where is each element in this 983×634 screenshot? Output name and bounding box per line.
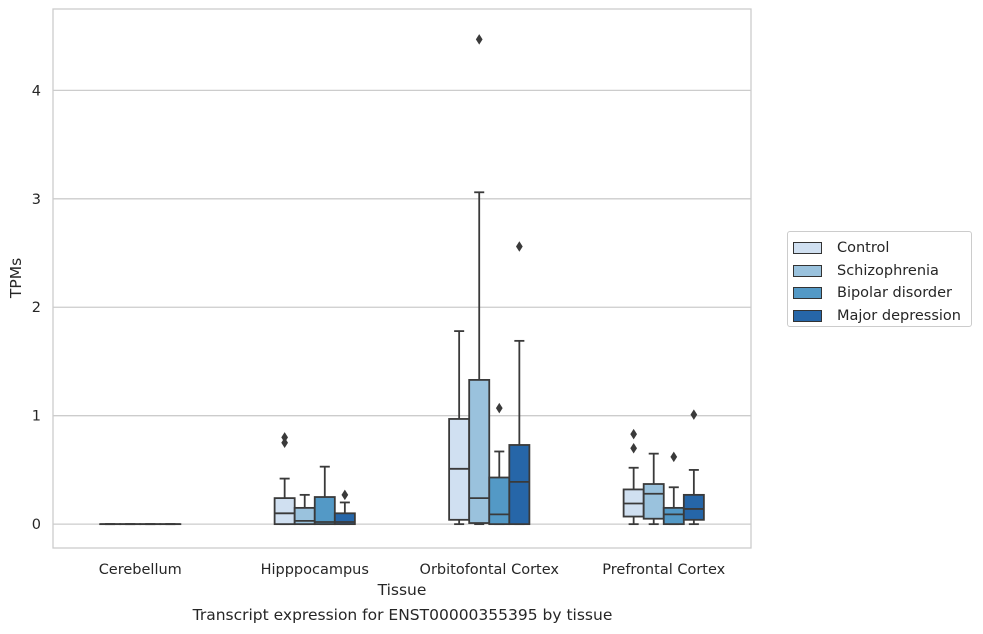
x-tick-label: Hipppocampus bbox=[261, 562, 369, 578]
outlier-point bbox=[630, 428, 638, 440]
box-iqr bbox=[682, 493, 705, 521]
outlier-point bbox=[670, 451, 678, 463]
box-major-depression bbox=[682, 409, 705, 526]
outlier-point bbox=[495, 402, 503, 414]
chart-caption: Transcript expression for ENST0000035539… bbox=[192, 606, 613, 624]
x-tick-label: Prefrontal Cortex bbox=[602, 562, 725, 578]
box-major-depression bbox=[508, 241, 531, 526]
outlier-point bbox=[630, 442, 638, 454]
plot-frame bbox=[52, 8, 752, 549]
outlier-point bbox=[281, 432, 289, 443]
legend-label: Control bbox=[837, 240, 890, 257]
box-iqr bbox=[273, 497, 296, 526]
x-tick-labels: Cerebellum Hipppocampus Orbitofontal Corte… bbox=[99, 562, 726, 578]
legend-item: Schizophrenia bbox=[793, 260, 971, 283]
box-iqr bbox=[313, 496, 336, 526]
box-control bbox=[273, 432, 296, 526]
box-iqr bbox=[333, 512, 356, 526]
box-iqr bbox=[662, 506, 685, 526]
y-tick-label: 2 bbox=[32, 300, 41, 316]
box-bipolar-disorder bbox=[488, 402, 511, 526]
legend-label: Major depression bbox=[837, 307, 961, 324]
legend-label: Bipolar disorder bbox=[837, 285, 952, 302]
y-tick-labels: 0 1 2 3 4 bbox=[32, 83, 41, 533]
legend-item: Control bbox=[793, 237, 971, 260]
legend: Control Schizophrenia Bipolar disorder Majo… bbox=[787, 231, 972, 327]
box-layer bbox=[99, 34, 705, 526]
legend-swatch bbox=[793, 287, 822, 300]
box-iqr bbox=[508, 444, 531, 526]
outlier-point bbox=[690, 409, 698, 420]
outlier-point bbox=[515, 241, 523, 252]
x-axis-label: Tissue bbox=[377, 581, 427, 599]
gridlines bbox=[53, 89, 751, 525]
box-major-depression bbox=[333, 489, 356, 526]
box-iqr bbox=[642, 483, 665, 520]
legend-swatch bbox=[793, 242, 822, 255]
legend-swatch bbox=[793, 264, 822, 277]
box-iqr bbox=[488, 476, 511, 526]
legend-label: Schizophrenia bbox=[837, 262, 939, 279]
legend-item: Major depression bbox=[793, 305, 971, 328]
y-tick-label: 1 bbox=[32, 409, 41, 425]
x-tick-label: Cerebellum bbox=[99, 562, 182, 578]
box-iqr bbox=[468, 379, 491, 524]
box-bipolar-disorder bbox=[313, 465, 336, 526]
x-tick-label: Orbitofontal Cortex bbox=[420, 562, 560, 578]
outlier-point bbox=[475, 34, 483, 45]
box-bipolar-disorder bbox=[662, 451, 685, 526]
legend-item: Bipolar disorder bbox=[793, 282, 971, 305]
y-tick-label: 4 bbox=[32, 83, 41, 99]
legend-swatch bbox=[793, 309, 822, 322]
outlier-point bbox=[281, 437, 289, 449]
y-tick-label: 0 bbox=[32, 517, 41, 533]
box-schizophrenia bbox=[642, 452, 665, 526]
box-schizophrenia bbox=[468, 34, 491, 526]
y-axis-label: TPMs bbox=[7, 258, 25, 299]
outlier-point bbox=[341, 489, 349, 501]
box-control bbox=[448, 330, 471, 526]
y-tick-label: 3 bbox=[32, 192, 41, 208]
box-control bbox=[622, 428, 645, 526]
box-schizophrenia bbox=[293, 493, 316, 526]
